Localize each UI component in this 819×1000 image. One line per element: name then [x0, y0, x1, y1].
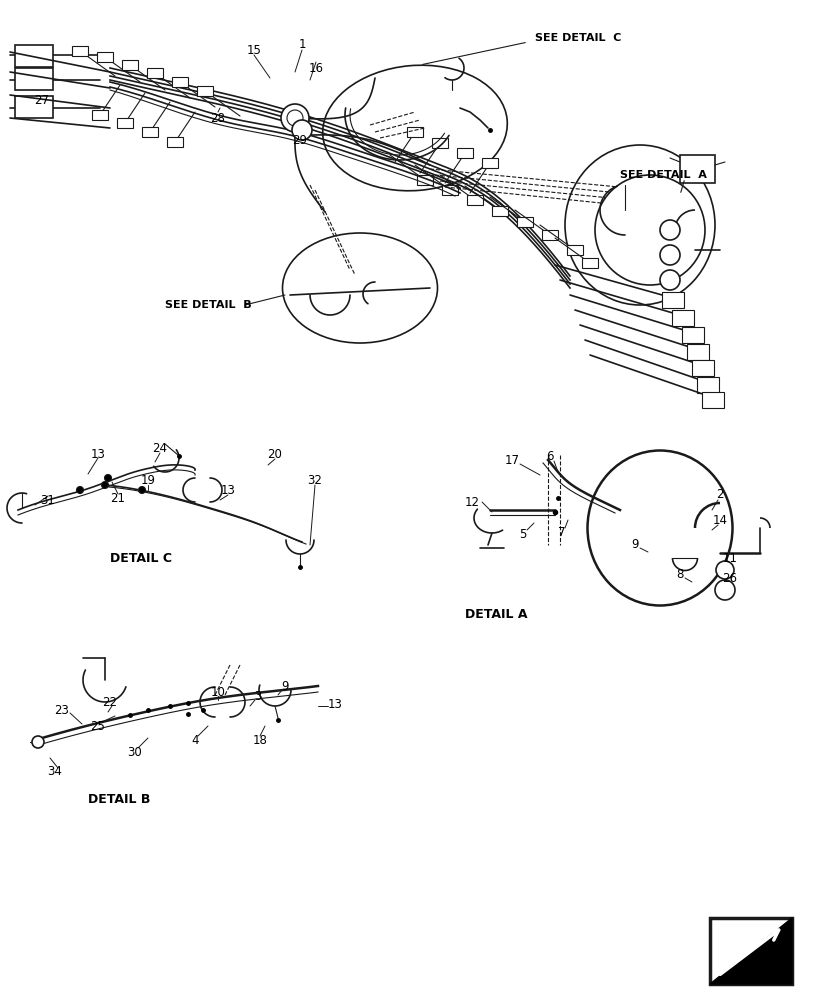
Text: 17: 17: [504, 454, 519, 466]
Circle shape: [715, 561, 733, 579]
Circle shape: [659, 270, 679, 290]
Text: 12: 12: [464, 495, 479, 508]
Text: 34: 34: [48, 765, 62, 778]
Text: 24: 24: [152, 442, 167, 454]
Circle shape: [102, 482, 108, 488]
Bar: [15, 96, 53, 118]
Text: 13: 13: [220, 484, 235, 496]
Text: SEE DETAIL  A: SEE DETAIL A: [619, 170, 706, 180]
Bar: [72, 46, 88, 56]
Text: 3: 3: [254, 690, 261, 702]
Circle shape: [138, 487, 145, 493]
Bar: [709, 918, 791, 984]
Ellipse shape: [283, 233, 437, 343]
Circle shape: [76, 487, 84, 493]
Bar: [92, 110, 108, 120]
Bar: [432, 138, 447, 148]
Bar: [467, 195, 482, 205]
Text: 6: 6: [545, 450, 553, 462]
Text: 9: 9: [631, 538, 638, 552]
Text: 14: 14: [712, 514, 726, 526]
Text: 9: 9: [281, 680, 288, 692]
Bar: [679, 155, 714, 183]
Text: 25: 25: [90, 720, 106, 732]
Text: 4: 4: [191, 734, 198, 746]
Bar: [172, 77, 188, 87]
Text: DETAIL A: DETAIL A: [464, 608, 527, 621]
Bar: [672, 310, 693, 326]
Bar: [681, 327, 704, 343]
Text: SEE DETAIL  C: SEE DETAIL C: [534, 33, 621, 43]
Text: 2: 2: [715, 488, 723, 502]
Text: 8: 8: [676, 568, 683, 582]
Ellipse shape: [564, 145, 714, 305]
Circle shape: [32, 736, 44, 748]
Text: 11: 11: [722, 552, 736, 564]
Bar: [581, 258, 597, 268]
Bar: [696, 377, 718, 393]
Text: 19: 19: [140, 474, 156, 487]
Bar: [456, 148, 473, 158]
Text: 31: 31: [40, 493, 56, 506]
Bar: [15, 45, 53, 67]
Bar: [15, 68, 53, 90]
Text: 28: 28: [210, 112, 225, 125]
Bar: [122, 60, 138, 70]
Circle shape: [104, 475, 111, 482]
Text: 27: 27: [34, 94, 49, 107]
Text: 10: 10: [210, 686, 225, 698]
Text: SEE DETAIL  B: SEE DETAIL B: [165, 300, 251, 310]
Bar: [441, 185, 458, 195]
Bar: [97, 52, 113, 62]
Bar: [417, 175, 432, 185]
Text: DETAIL C: DETAIL C: [110, 552, 172, 564]
Bar: [117, 118, 133, 128]
Bar: [691, 360, 713, 376]
Circle shape: [281, 104, 309, 132]
Text: 32: 32: [307, 474, 322, 487]
Text: 20: 20: [267, 448, 282, 460]
Bar: [686, 344, 708, 360]
Bar: [142, 127, 158, 137]
Text: DETAIL B: DETAIL B: [88, 793, 150, 806]
Bar: [516, 217, 532, 227]
Circle shape: [659, 220, 679, 240]
Text: 13: 13: [327, 698, 342, 712]
Text: 30: 30: [128, 746, 143, 758]
Circle shape: [595, 175, 704, 285]
Text: 1: 1: [298, 38, 305, 51]
Bar: [491, 206, 508, 216]
Bar: [541, 230, 557, 240]
Bar: [482, 158, 497, 168]
Text: 23: 23: [55, 704, 70, 716]
Bar: [147, 68, 163, 78]
Text: 16: 16: [308, 62, 324, 75]
Text: 22: 22: [102, 696, 117, 708]
Bar: [566, 245, 582, 255]
Bar: [406, 127, 423, 137]
Circle shape: [714, 580, 734, 600]
Bar: [701, 392, 723, 408]
Bar: [661, 292, 683, 308]
Bar: [197, 86, 213, 96]
Ellipse shape: [323, 65, 507, 191]
Text: 26: 26: [722, 572, 736, 584]
Text: 21: 21: [111, 491, 125, 504]
Circle shape: [292, 120, 311, 140]
Text: 7: 7: [558, 526, 565, 540]
Text: 15: 15: [247, 44, 261, 57]
Ellipse shape: [586, 450, 731, 605]
Text: 29: 29: [292, 134, 307, 147]
Text: 13: 13: [90, 448, 106, 460]
Text: 5: 5: [518, 528, 526, 542]
Circle shape: [659, 245, 679, 265]
Polygon shape: [709, 918, 791, 984]
Text: 18: 18: [252, 734, 267, 746]
Bar: [167, 137, 183, 147]
